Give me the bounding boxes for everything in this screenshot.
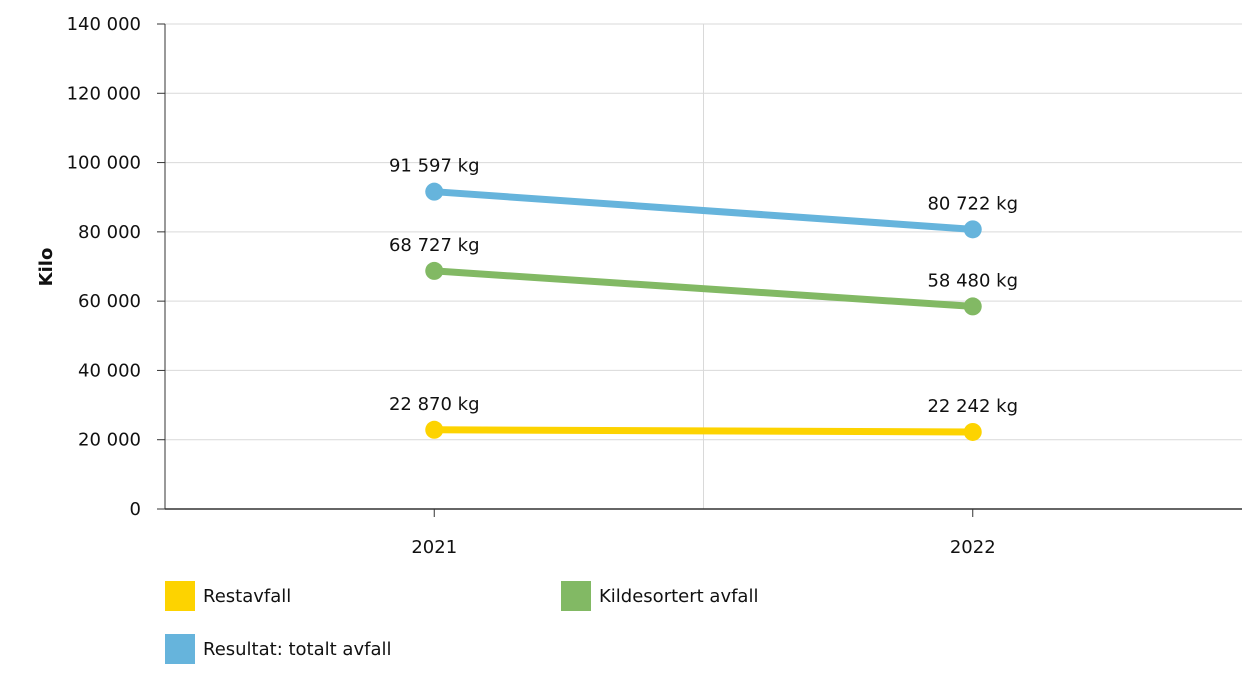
- legend-entry[interactable]: Kildesortert avfall: [599, 586, 758, 607]
- data-labels: 22 870 kg 22 242 kg 68 727 kg 58 480 kg 91 5…: [389, 156, 1018, 417]
- data-label: 80 722 kg: [927, 193, 1018, 214]
- y-tick-label: 60 000: [78, 291, 141, 312]
- y-tick-label: 140 000: [67, 14, 141, 35]
- series-line: [430, 188, 977, 233]
- legend-swatch: [165, 634, 195, 664]
- data-label: 68 727 kg: [389, 235, 480, 256]
- y-tick-label: 20 000: [78, 430, 141, 451]
- y-tick-label: 80 000: [78, 222, 141, 243]
- data-point[interactable]: [425, 261, 444, 280]
- legend-swatch: [165, 581, 195, 611]
- data-label: 22 242 kg: [927, 396, 1018, 417]
- legend-swatch: [561, 581, 591, 611]
- data-point[interactable]: [963, 220, 982, 239]
- y-tick-label: 100 000: [67, 153, 141, 174]
- y-axis-ticks: 0 20 000 40 000 60 000 80 000 100 000 120 000 1…: [67, 14, 165, 520]
- data-point[interactable]: [425, 420, 444, 439]
- y-tick-label: 0: [130, 499, 141, 520]
- data-label: 91 597 kg: [389, 156, 480, 177]
- x-tick-label: 2021: [411, 537, 457, 558]
- axes: [164, 24, 1242, 510]
- legend-entry[interactable]: Resultat: totalt avfall: [203, 639, 391, 660]
- y-tick-label: 40 000: [78, 360, 141, 381]
- data-label: 58 480 kg: [927, 270, 1018, 291]
- x-tick-label: 2022: [950, 537, 996, 558]
- series-line: [430, 267, 977, 310]
- data-point[interactable]: [963, 297, 982, 316]
- y-tick-label: 120 000: [67, 83, 141, 104]
- series-line: [430, 426, 977, 436]
- data-point[interactable]: [963, 422, 982, 441]
- legend-entry[interactable]: Restavfall: [203, 586, 291, 607]
- x-axis-ticks: 2021 2022: [411, 509, 996, 558]
- legend: Restavfall Kildesortert avfall Resultat: t…: [165, 581, 758, 664]
- grid-lines: [165, 23, 1242, 509]
- y-axis-label: Kilo: [36, 248, 57, 287]
- series-group: [425, 182, 982, 441]
- data-point[interactable]: [425, 182, 444, 201]
- data-label: 22 870 kg: [389, 394, 480, 415]
